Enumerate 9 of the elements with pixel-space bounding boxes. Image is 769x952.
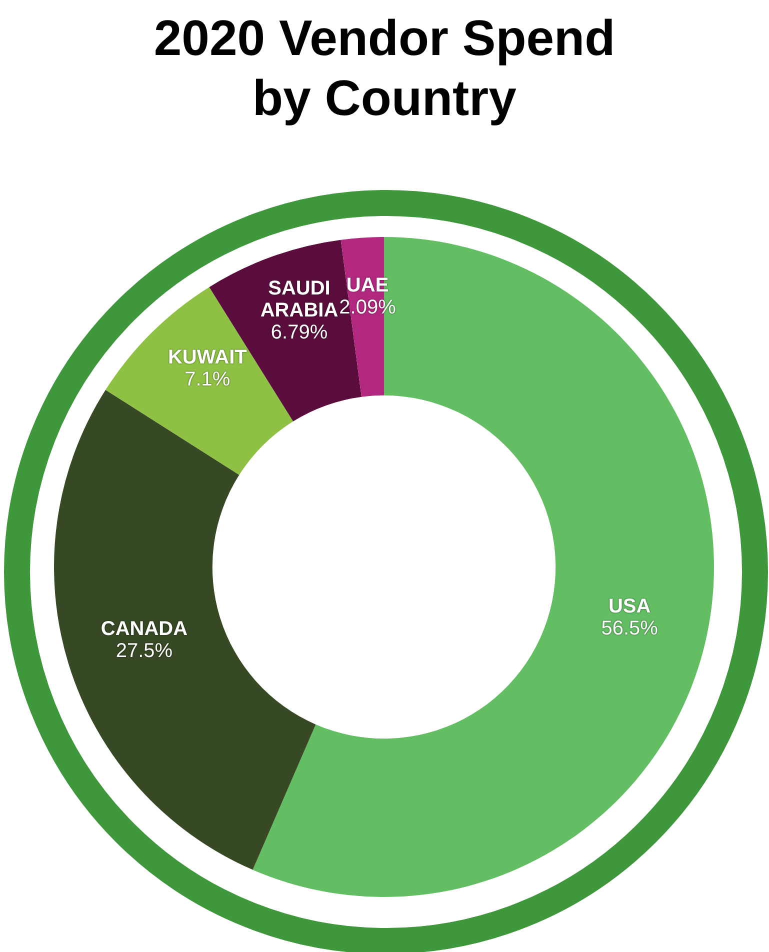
data-label: 6.79% bbox=[270, 321, 328, 344]
slice-label: USA bbox=[608, 595, 651, 618]
data-label: 56.5% bbox=[601, 617, 658, 640]
chart-title: 2020 Vendor Spend by Country bbox=[152, 9, 616, 128]
data-label: 7.1% bbox=[184, 368, 230, 390]
slice-label: KUWAIT bbox=[168, 346, 247, 368]
data-label: 27.5% bbox=[116, 640, 173, 662]
slice-label: CANADA bbox=[100, 618, 188, 640]
slice-label: SAUDI ARABIA bbox=[260, 277, 338, 322]
